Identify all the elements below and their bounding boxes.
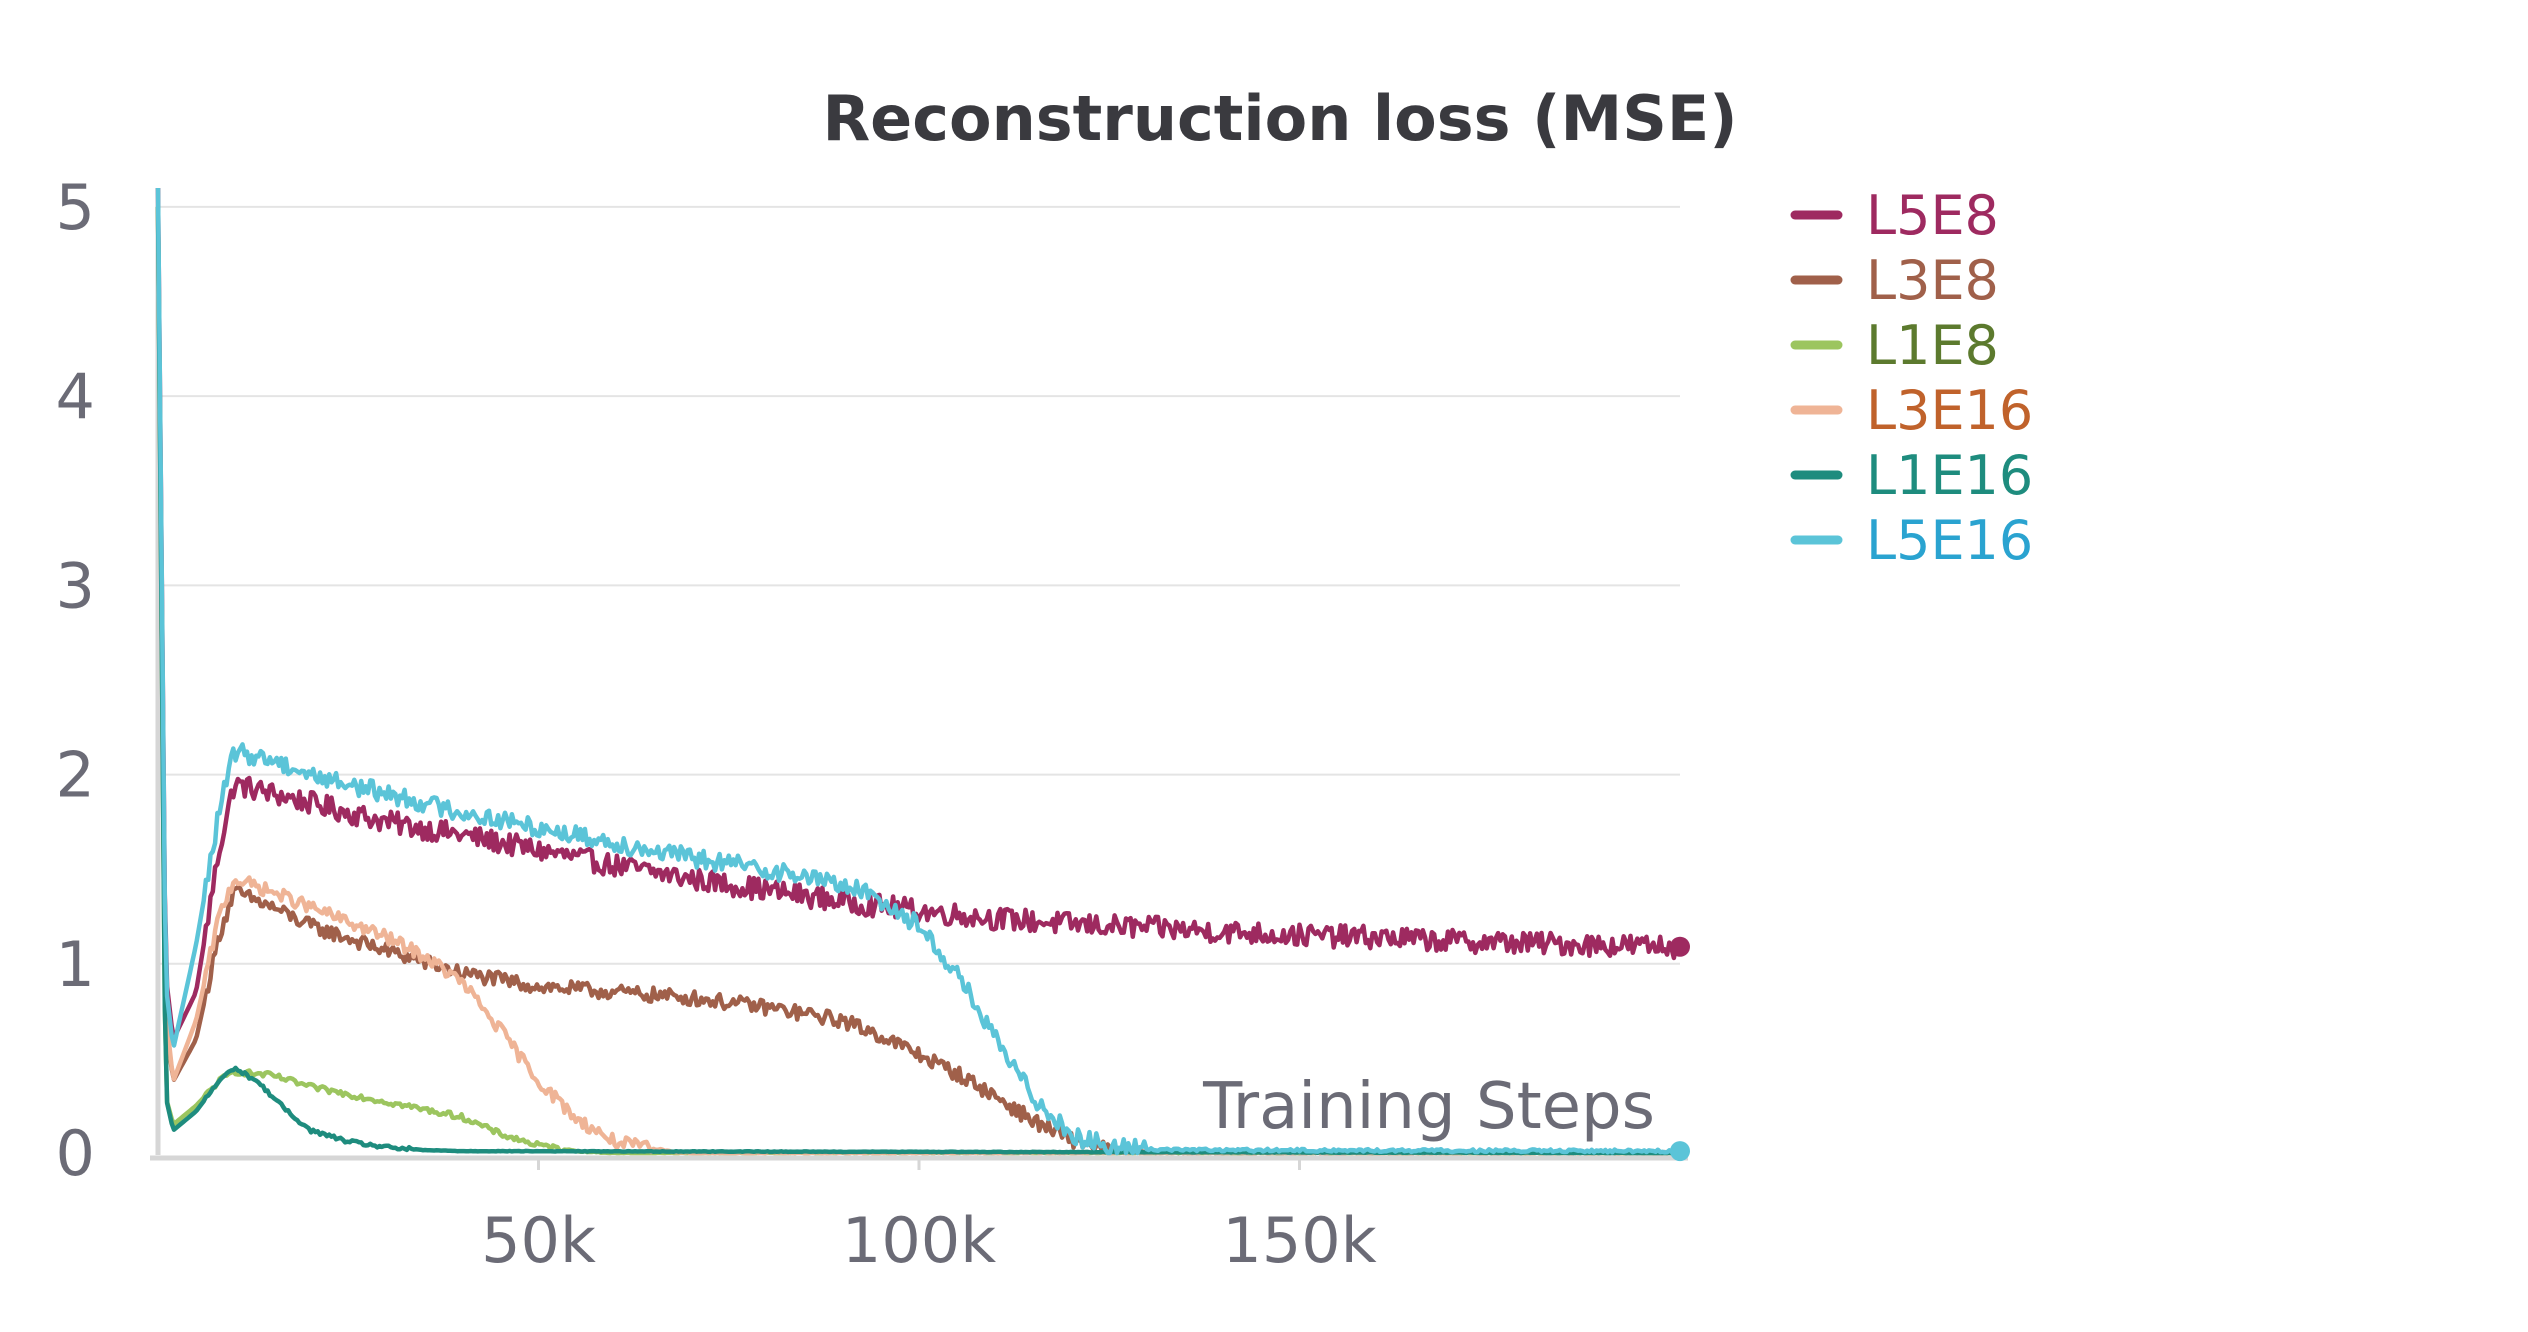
- series-line-l1e16: [155, 206, 1679, 1156]
- x-axis-label: Training Steps: [1202, 1070, 1655, 1144]
- y-tick-label: 4: [56, 360, 95, 433]
- legend-label-l3e8: L3E8: [1866, 249, 1999, 312]
- series-line-l5e16: [155, 187, 1679, 1156]
- x-tick-label: 100k: [842, 1204, 996, 1277]
- x-tick-label: 50k: [481, 1204, 596, 1277]
- y-tick-label: 1: [56, 928, 95, 1001]
- legend-label-l5e8: L5E8: [1866, 184, 1999, 247]
- x-axis-ticks: 50k 100k 150k: [481, 1158, 1377, 1277]
- legend-label-l5e16: L5E16: [1866, 509, 2033, 572]
- series-end-marker-l5e8: [1670, 936, 1690, 957]
- series-end-marker-l5e16: [1670, 1141, 1690, 1162]
- x-tick-label: 150k: [1222, 1204, 1376, 1277]
- legend-label-l1e8: L1E8: [1866, 314, 1999, 377]
- y-tick-label: 3: [56, 549, 95, 622]
- y-tick-label: 5: [56, 171, 95, 244]
- y-axis-ticks: 0 1 2 3 4 5: [56, 171, 95, 1190]
- legend-label-l1e16: L1E16: [1866, 444, 2033, 507]
- y-tick-label: 0: [56, 1117, 95, 1190]
- grid-lines: [158, 205, 1680, 965]
- chart-title: Reconstruction loss (MSE): [822, 82, 1737, 155]
- y-tick-label: 2: [56, 739, 95, 812]
- legend-label-l3e16: L3E16: [1866, 379, 2033, 442]
- series-lines: [155, 187, 1690, 1162]
